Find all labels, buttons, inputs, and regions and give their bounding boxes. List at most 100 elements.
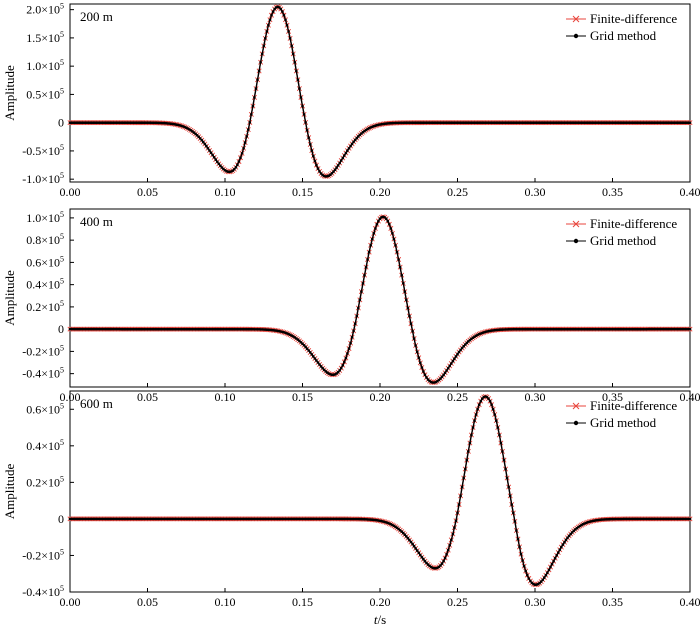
grid-method-point [202,140,205,144]
x-tick-label: 0.25 [447,595,468,609]
legend-finite-difference-label: Finite-difference [590,216,677,231]
grid-method-point [549,565,552,569]
grid-method-point [415,549,419,552]
grid-method-point [563,540,566,544]
grid-method-point [369,244,373,247]
grid-method-point [307,136,311,139]
grid-method-point [462,476,466,480]
grid-method-point [510,503,513,506]
grid-method-point [315,163,318,167]
grid-method-point [550,562,554,566]
grid-method-point [260,52,264,56]
grid-method-point [518,545,521,549]
grid-method-point [253,96,256,99]
grid-method-point [417,551,421,555]
grid-method-point [318,363,321,366]
grid-method-point [558,548,562,551]
legend: Finite-difference Grid method [566,398,677,430]
legend: Finite-difference Grid method [566,11,677,43]
grid-method-point [543,576,546,579]
grid-method-point [405,298,408,302]
grid-method-point [409,322,413,326]
grid-method-point [567,534,571,538]
grid-method-point [279,7,283,11]
grid-method-point [346,352,349,355]
grid-method-point [234,166,238,169]
x-tick-label: 0.10 [215,185,236,199]
grid-method-point [360,290,363,293]
grid-method-point [408,538,411,542]
grid-method-point [527,577,531,580]
x-axis-label: t/s [374,612,386,627]
series-grid-method [68,215,692,384]
grid-method-point [248,121,252,124]
grid-method-point [251,104,255,108]
grid-method-point [454,519,458,523]
x-tick-label: 0.05 [137,595,158,609]
legend-grid-method-marker [573,238,579,244]
grid-method-point [451,359,455,363]
grid-method-point [526,573,529,577]
grid-method-point [364,265,368,269]
grid-method-point [414,547,417,550]
legend: Finite-difference Grid method [566,216,677,248]
grid-method-point [355,136,359,140]
grid-method-point [214,158,217,161]
grid-method-point [250,113,253,116]
grid-method-point [312,154,315,158]
grid-method-point [451,532,455,536]
grid-method-point [268,18,272,22]
grid-method-point [281,10,284,13]
grid-method-point [464,467,467,471]
grid-method-point [357,306,360,310]
grid-method-point [566,536,569,540]
y-axis-label: Amplitude [2,65,17,121]
grid-method-point [388,223,391,226]
grid-method-point [355,314,359,318]
grid-method-point [495,419,498,423]
grid-method-point [391,232,394,235]
grid-method-point [271,10,275,13]
grid-method-point [479,399,483,403]
grid-method-point [346,149,349,152]
y-tick-label: 0.2×105 [26,474,64,489]
grid-method-point [400,273,404,277]
y-tick-label: 0 [58,116,64,130]
grid-method-point [553,556,557,560]
grid-method-point [502,458,506,462]
grid-method-point [460,485,464,489]
grid-method-point [307,349,311,352]
grid-method-point [411,542,414,546]
y-tick-label: -0.2×105 [22,547,64,562]
grid-method-point [285,23,289,27]
grid-method-point [524,569,527,573]
grid-method-point [392,237,396,241]
grid-method-point [316,361,320,364]
y-tick-label: 0.6×105 [26,254,64,269]
grid-method-point [205,144,208,148]
grid-method-point [462,344,466,348]
grid-method-point [352,329,355,333]
x-tick-label: 0.30 [525,390,546,404]
grid-method-point [403,533,407,536]
grid-method-point [310,353,314,356]
grid-method-point [555,554,558,557]
legend-finite-difference-marker [572,220,580,228]
grid-method-point [302,113,306,116]
grid-method-point [521,559,524,562]
grid-method-point [363,273,366,277]
grid-method-point [491,407,495,411]
grid-method-point [505,476,509,480]
grid-method-point [546,571,549,574]
x-tick-label: 0.20 [370,595,391,609]
grid-method-point [570,531,574,534]
grid-method-point [412,337,416,340]
grid-method-point [439,564,442,567]
y-tick-label: 0.4×105 [26,438,64,453]
grid-method-point [688,517,692,521]
grid-method-point [493,413,497,416]
grid-method-point [339,159,343,162]
grid-method-point [384,217,388,220]
grid-method-point [270,13,273,17]
x-tick-label: 0.10 [215,595,236,609]
